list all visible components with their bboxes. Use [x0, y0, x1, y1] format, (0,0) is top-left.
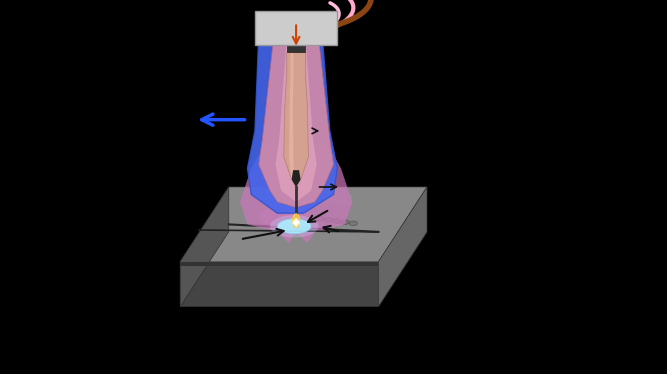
- Polygon shape: [287, 37, 305, 52]
- FancyBboxPatch shape: [255, 11, 338, 45]
- Polygon shape: [240, 142, 352, 243]
- Polygon shape: [277, 187, 352, 206]
- Ellipse shape: [325, 218, 333, 222]
- Polygon shape: [180, 187, 427, 262]
- Ellipse shape: [277, 219, 311, 234]
- Polygon shape: [180, 187, 229, 307]
- Ellipse shape: [259, 206, 311, 228]
- Polygon shape: [247, 37, 338, 213]
- Ellipse shape: [295, 218, 297, 227]
- Ellipse shape: [316, 217, 325, 221]
- Ellipse shape: [292, 213, 300, 228]
- Polygon shape: [291, 170, 301, 187]
- Ellipse shape: [341, 220, 350, 224]
- Ellipse shape: [350, 221, 358, 226]
- Polygon shape: [378, 187, 427, 307]
- Ellipse shape: [270, 215, 319, 237]
- Polygon shape: [180, 232, 427, 307]
- Polygon shape: [275, 37, 317, 202]
- Ellipse shape: [292, 220, 300, 225]
- Polygon shape: [180, 262, 378, 266]
- Polygon shape: [289, 52, 294, 181]
- Ellipse shape: [333, 219, 341, 223]
- Polygon shape: [283, 52, 308, 187]
- Polygon shape: [259, 37, 334, 208]
